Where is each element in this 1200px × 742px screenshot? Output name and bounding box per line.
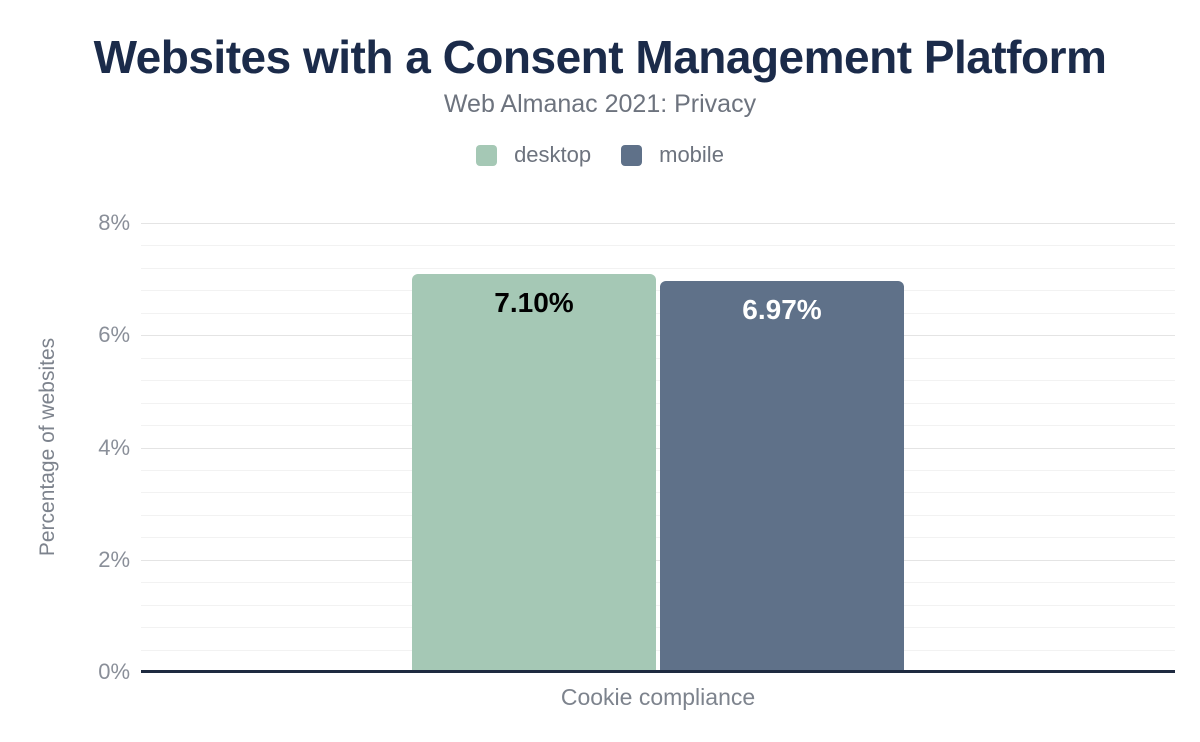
gridline-minor [141,627,1175,628]
gridline-major [141,560,1175,561]
legend-swatch-desktop [476,144,498,166]
gridline-minor [141,492,1175,493]
gridline-minor [141,582,1175,583]
gridline-minor [141,245,1175,246]
gridline-minor [141,380,1175,381]
bar-desktop[interactable]: 7.10% [412,274,656,672]
bar-mobile[interactable]: 6.97% [660,281,904,672]
chart-subtitle: Web Almanac 2021: Privacy [443,90,757,118]
y-axis-title: Percentage of websites [36,337,59,557]
y-tick-label: 8% [98,210,130,235]
gridline-minor [141,515,1175,516]
y-tick-label: 6% [98,322,130,347]
y-tick-label: 0% [98,659,130,684]
gridline-minor [141,425,1175,426]
gridline-minor [141,268,1175,269]
gridline-minor [141,403,1175,404]
y-tick-label: 4% [98,435,130,460]
bar-value-label-desktop: 7.10% [494,287,574,318]
gridline-minor [141,650,1175,651]
legend-label-mobile: mobile [659,142,724,167]
legend-swatch-mobile [621,144,643,166]
gridline-minor [141,605,1175,606]
legend: desktop mobile [0,142,1200,168]
chart-title: Websites with a Consent Management Platf… [93,31,1107,83]
gridline-major [141,335,1175,336]
gridline-minor [141,290,1175,291]
gridline-minor [141,537,1175,538]
legend-item-desktop: desktop [476,142,591,168]
y-tick-label: 2% [98,547,130,572]
gridline-minor [141,470,1175,471]
gridline-minor [141,358,1175,359]
x-axis-label: Cookie compliance [560,684,756,710]
gridline-major [141,223,1175,224]
x-axis-baseline [141,670,1175,673]
legend-item-mobile: mobile [621,142,724,168]
gridline-minor [141,313,1175,314]
bar-value-label-mobile: 6.97% [742,294,822,325]
legend-label-desktop: desktop [514,142,592,167]
gridline-major [141,448,1175,449]
